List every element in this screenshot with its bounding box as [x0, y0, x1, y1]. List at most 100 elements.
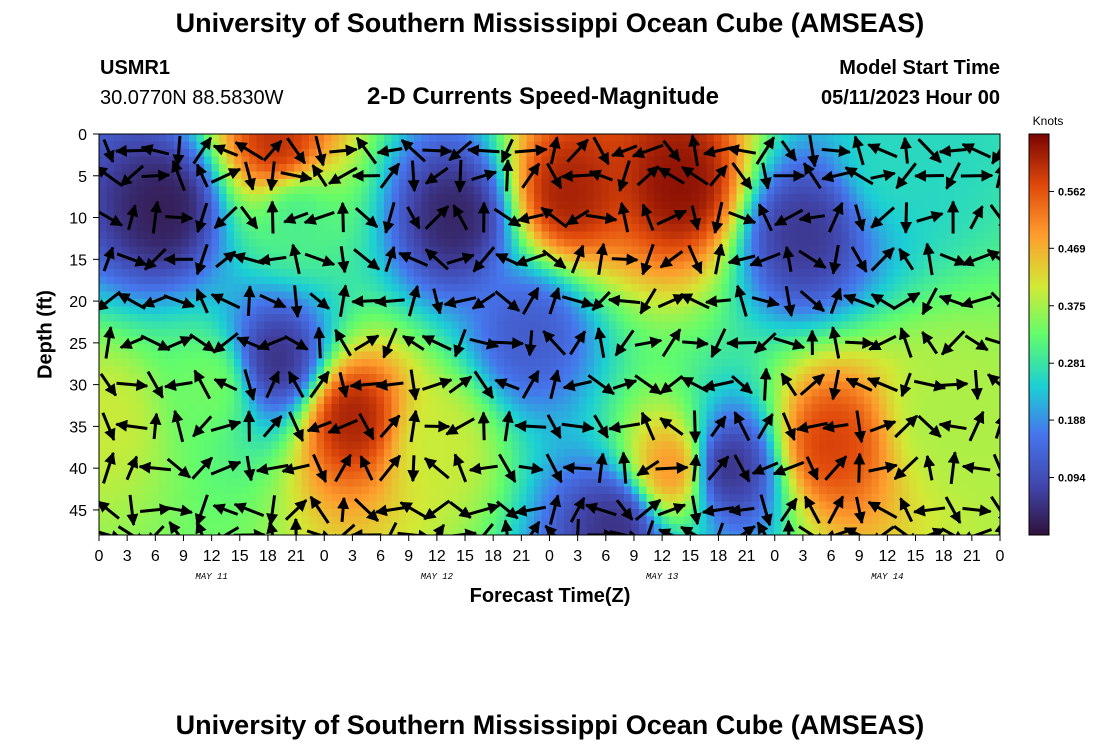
heatmap-cell: [459, 501, 468, 510]
heatmap-cell: [684, 186, 693, 195]
heatmap-cell: [166, 359, 175, 368]
heatmap-cell: [526, 411, 535, 420]
heatmap-cell: [736, 149, 745, 158]
heatmap-cell: [99, 351, 108, 360]
heatmap-cell: [346, 411, 355, 420]
heatmap-cell: [594, 516, 603, 525]
heatmap-cell: [204, 411, 213, 420]
heatmap-cell: [414, 456, 423, 465]
heatmap-cell: [706, 366, 715, 375]
heatmap-cell: [729, 464, 738, 473]
heatmap-cell: [534, 471, 543, 480]
heatmap-cell: [759, 396, 768, 405]
heatmap-cell: [384, 156, 393, 165]
heatmap-cell: [721, 359, 730, 368]
heatmap-cell: [414, 404, 423, 413]
heatmap-cell: [196, 284, 205, 293]
heatmap-cell: [354, 306, 363, 315]
heatmap-cell: [459, 321, 468, 330]
heatmap-cell: [279, 156, 288, 165]
heatmap-cell: [316, 389, 325, 398]
heatmap-cell: [324, 314, 333, 323]
heatmap-cell: [271, 194, 280, 203]
heatmap-cell: [121, 246, 130, 255]
heatmap-cell: [249, 194, 258, 203]
heatmap-cell: [459, 479, 468, 488]
heatmap-cell: [204, 186, 213, 195]
heatmap-cell: [489, 419, 498, 428]
heatmap-cell: [721, 239, 730, 248]
heatmap-cell: [684, 179, 693, 188]
heatmap-cell: [526, 366, 535, 375]
heatmap-cell: [661, 344, 670, 353]
heatmap-cell: [661, 396, 670, 405]
heatmap-cell: [714, 179, 723, 188]
heatmap-cell: [744, 276, 753, 285]
heatmap-cell: [661, 359, 670, 368]
heatmap-cell: [346, 179, 355, 188]
heatmap-cell: [744, 321, 753, 330]
heatmap-cell: [159, 194, 168, 203]
heatmap-cell: [459, 441, 468, 450]
heatmap-cell: [766, 359, 775, 368]
heatmap-cell: [729, 246, 738, 255]
heatmap-cell: [736, 404, 745, 413]
heatmap-cell: [459, 141, 468, 150]
heatmap-cell: [99, 449, 108, 458]
heatmap-cell: [736, 216, 745, 225]
heatmap-cell: [729, 216, 738, 225]
heatmap-cell: [414, 269, 423, 278]
heatmap-cell: [129, 186, 138, 195]
heatmap-cell: [646, 141, 655, 150]
heatmap-cell: [159, 239, 168, 248]
heatmap-cell: [301, 509, 310, 518]
heatmap-cell: [264, 306, 273, 315]
heatmap-cell: [361, 291, 370, 300]
heatmap-cell: [744, 456, 753, 465]
heatmap-cell: [721, 531, 730, 535]
heatmap-cell: [466, 329, 475, 338]
heatmap-cell: [481, 179, 490, 188]
heatmap-cell: [766, 186, 775, 195]
heatmap-cell: [151, 509, 160, 518]
heatmap-cell: [189, 231, 198, 240]
heatmap-cell: [376, 449, 385, 458]
heatmap-cell: [526, 239, 535, 248]
heatmap-cell: [286, 261, 295, 270]
heatmap-cell: [654, 299, 663, 308]
heatmap-cell: [759, 134, 768, 143]
heatmap-cell: [256, 456, 265, 465]
heatmap-cell: [669, 164, 678, 173]
heatmap-cell: [459, 524, 468, 533]
heatmap-cell: [736, 329, 745, 338]
heatmap-cell: [594, 531, 603, 535]
heatmap-cell: [331, 531, 340, 535]
heatmap-cell: [496, 299, 505, 308]
heatmap-cell: [339, 149, 348, 158]
heatmap-cell: [444, 471, 453, 480]
heatmap-cell: [789, 224, 798, 233]
heatmap-cell: [564, 374, 573, 383]
heatmap-cell: [496, 524, 505, 533]
heatmap-cell: [384, 336, 393, 345]
heatmap-cell: [706, 494, 715, 503]
heatmap-cell: [391, 224, 400, 233]
heatmap-cell: [444, 156, 453, 165]
heatmap-cell: [301, 254, 310, 263]
heatmap-cell: [759, 299, 768, 308]
heatmap-cell: [181, 269, 190, 278]
heatmap-cell: [781, 471, 790, 480]
heatmap-cell: [354, 366, 363, 375]
heatmap-cell: [384, 479, 393, 488]
heatmap-cell: [736, 164, 745, 173]
heatmap-cell: [654, 284, 663, 293]
heatmap-cell: [369, 456, 378, 465]
heatmap-cell: [549, 186, 558, 195]
heatmap-cell: [406, 239, 415, 248]
heatmap-cell: [309, 479, 318, 488]
heatmap-cell: [136, 389, 145, 398]
heatmap-cell: [676, 449, 685, 458]
heatmap-cell: [241, 486, 250, 495]
heatmap-cell: [309, 194, 318, 203]
heatmap-cell: [376, 471, 385, 480]
